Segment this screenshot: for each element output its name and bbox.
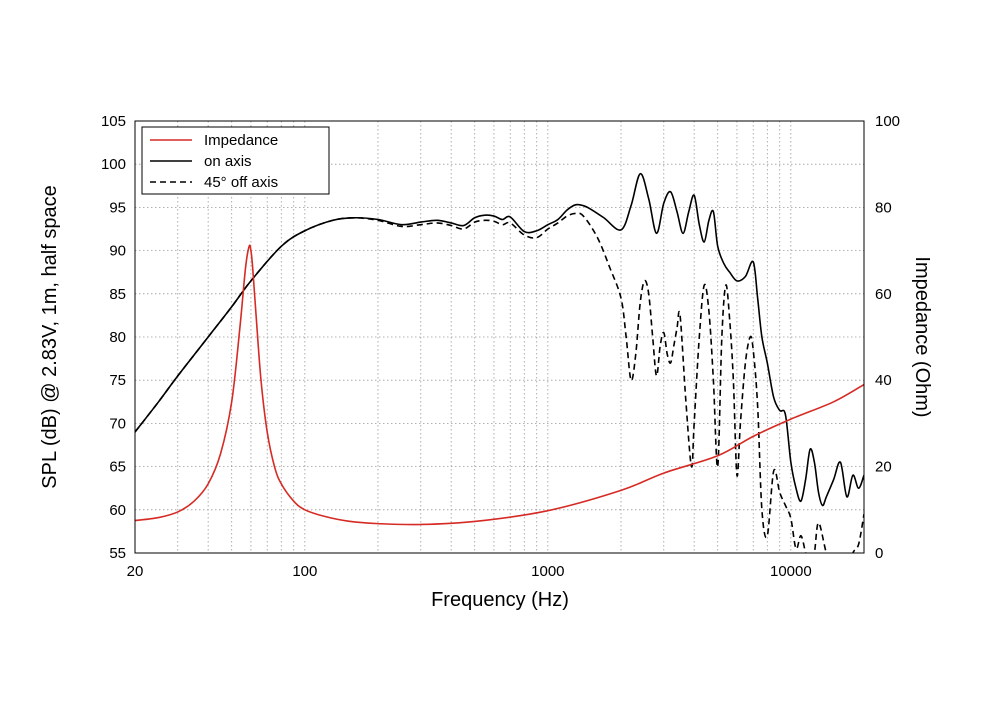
- y2-tick-label: 60: [875, 286, 892, 303]
- ticks: 20 100 1000 10000 55 60 65 70 75 80 85 90 95 100 105 0 2…: [101, 113, 900, 580]
- y2-tick-label: 80: [875, 199, 892, 216]
- legend-label-off-axis: 45° off axis: [204, 174, 278, 191]
- y-tick-label: 60: [109, 502, 126, 519]
- x-tick-label: 1000: [531, 563, 564, 580]
- on-axis-line: [135, 172, 864, 507]
- y-tick-label: 80: [109, 329, 126, 346]
- y-tick-label: 85: [109, 286, 126, 303]
- y2-tick-label: 20: [875, 459, 892, 476]
- impedance-line: [135, 244, 864, 526]
- y2-tick-label: 100: [875, 113, 900, 130]
- legend-label-impedance: Impedance: [204, 132, 278, 149]
- y2-axis-title: Impedance (Ohm): [911, 256, 933, 417]
- y-tick-label: 105: [101, 113, 126, 130]
- y2-tick-label: 0: [875, 545, 883, 562]
- x-tick-label: 100: [292, 563, 317, 580]
- y-axis-title: SPL (dB) @ 2.83V, 1m, half space: [39, 185, 61, 488]
- y-tick-label: 95: [109, 199, 126, 216]
- x-tick-label: 10000: [770, 563, 812, 580]
- plot-frame: [134, 120, 865, 554]
- off-axis-45-line: [135, 212, 864, 553]
- y-tick-label: 70: [109, 415, 126, 432]
- series-layer: [135, 172, 864, 553]
- y-tick-label: 100: [101, 156, 126, 173]
- x-tick-label: 20: [127, 563, 144, 580]
- y2-tick-label: 40: [875, 372, 892, 389]
- legend-label-on-axis: on axis: [204, 153, 252, 170]
- y-tick-label: 55: [109, 545, 126, 562]
- x-axis-title: Frequency (Hz): [431, 589, 569, 611]
- y-tick-label: 75: [109, 372, 126, 389]
- y-tick-label: 65: [109, 459, 126, 476]
- y-tick-label: 90: [109, 243, 126, 260]
- legend: Impedance on axis 45° off axis: [141, 126, 330, 195]
